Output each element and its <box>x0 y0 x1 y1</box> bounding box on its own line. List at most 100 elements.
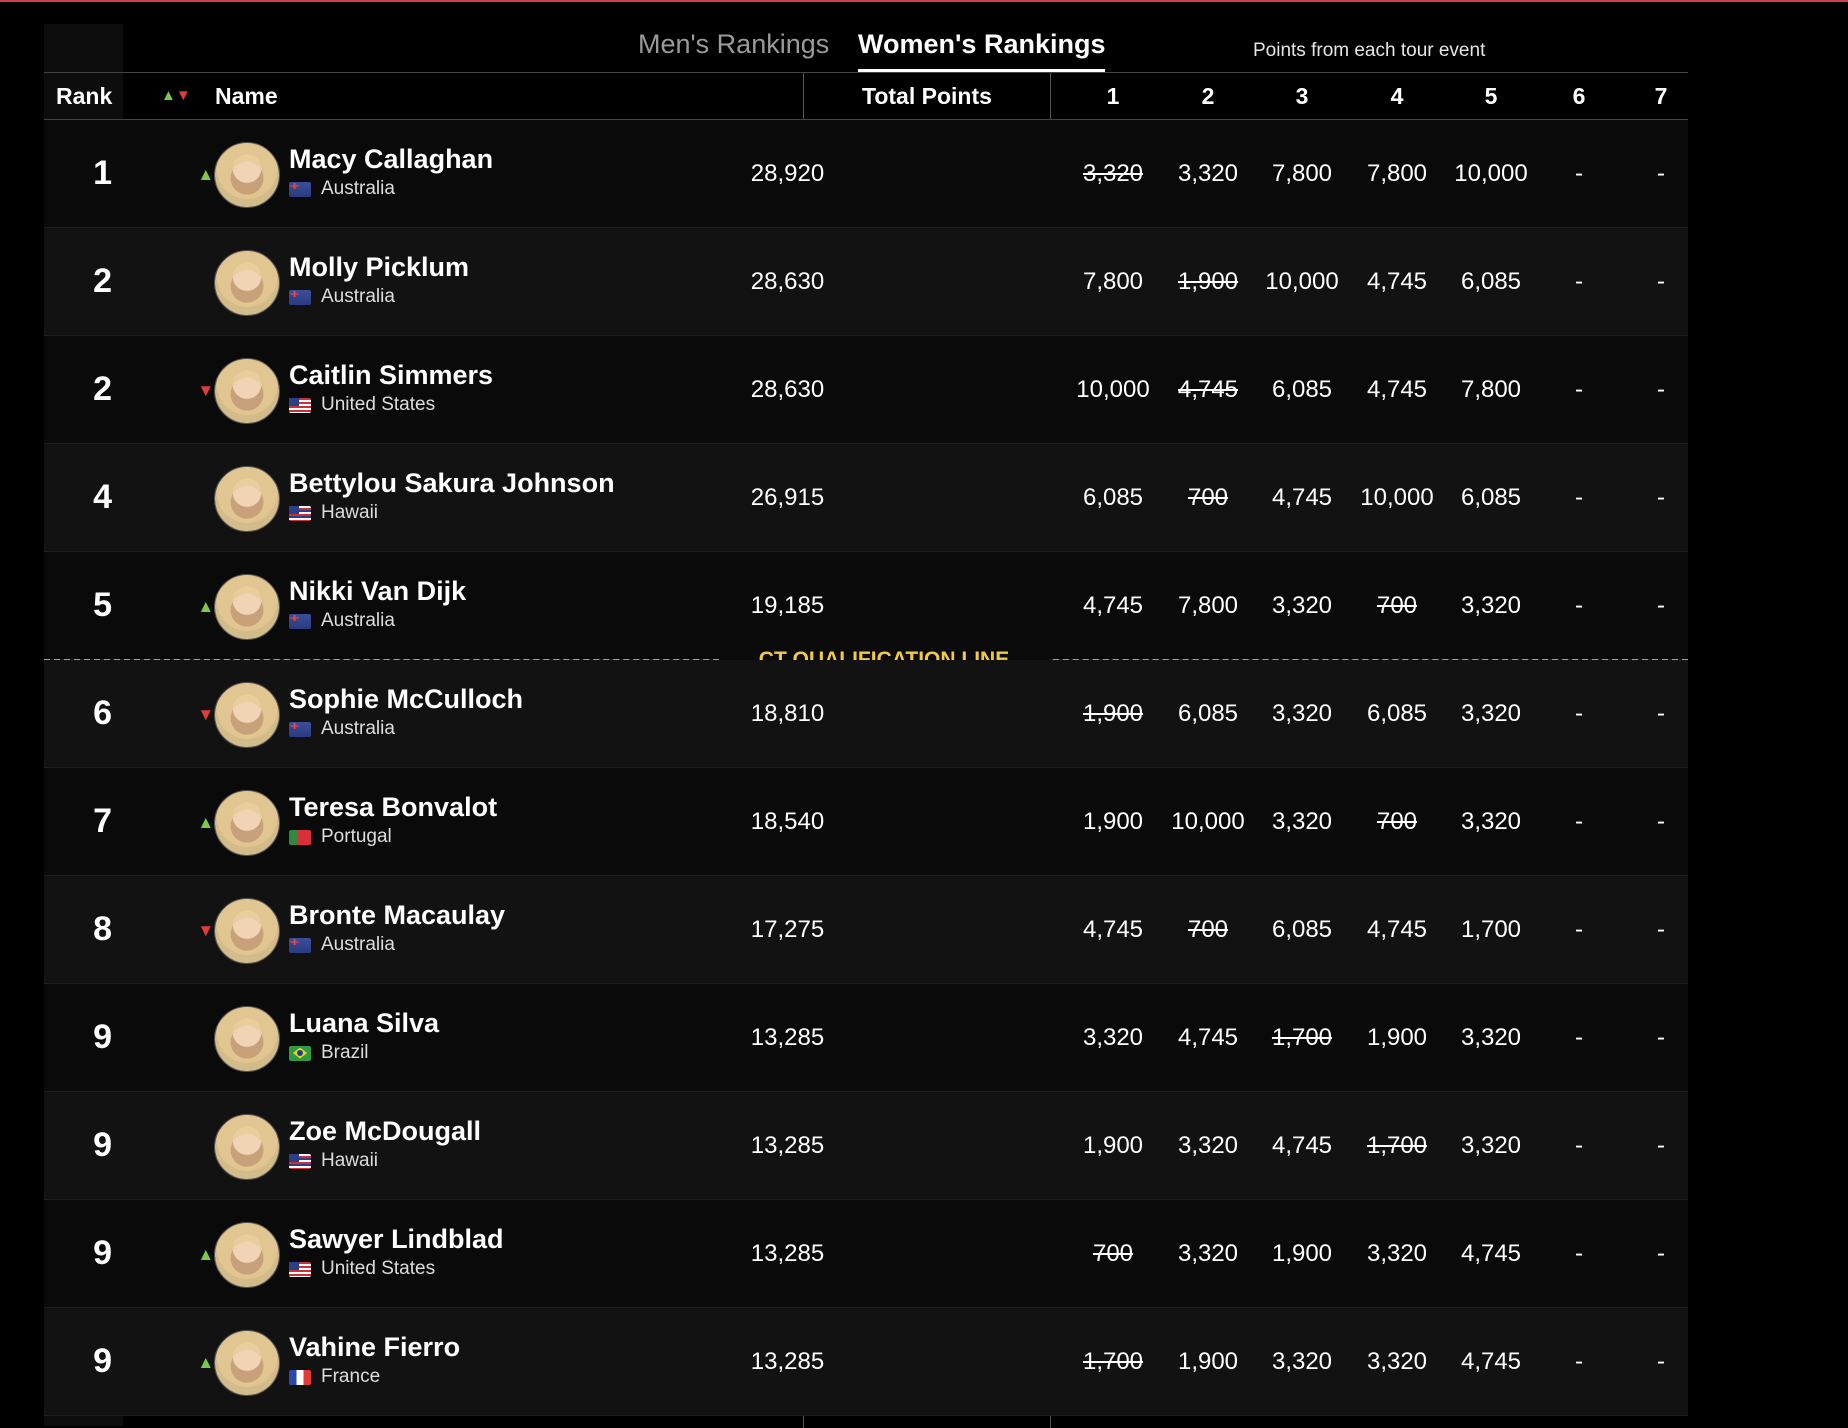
total-points: 13,285 <box>750 1240 825 1267</box>
athlete-country: Australia <box>289 608 466 634</box>
total-points: 28,630 <box>750 268 825 295</box>
header-name[interactable]: Name <box>215 83 278 109</box>
arrow-up-icon: ▲ <box>197 1245 215 1264</box>
country-name: Australia <box>321 718 395 739</box>
event-7-points: - <box>1657 700 1665 727</box>
total-points: 18,540 <box>750 808 825 835</box>
header-rank[interactable]: Rank <box>56 83 113 109</box>
table-row[interactable]: 4 - Bettylou Sakura Johnson Hawaii 26,915 6,0… <box>44 444 1688 552</box>
event-6-points: - <box>1575 808 1583 835</box>
athlete-avatar[interactable] <box>214 682 280 748</box>
event-5-points: 1,700 <box>1460 916 1522 943</box>
header-event-4[interactable]: 4 <box>1390 83 1404 109</box>
event-7-points: - <box>1657 376 1665 403</box>
athlete-name[interactable]: Teresa Bonvalot <box>289 792 498 822</box>
table-row[interactable]: 5▲1Nikki Van DijkAustralia19,1854,7457,8… <box>44 552 1688 660</box>
rankings-table: Rank ▲▼ Name Total Points 1 2 3 4 5 6 7 … <box>44 72 1688 1428</box>
rank-value: 4 <box>93 478 112 516</box>
country-name: Australia <box>321 178 395 199</box>
athlete-info: Nikki Van Dijk Australia <box>289 574 466 634</box>
header-event-2[interactable]: 2 <box>1201 83 1215 109</box>
total-points: 13,285 <box>750 1132 825 1159</box>
event-6-points: - <box>1575 376 1583 403</box>
header-movement-sort-icon[interactable]: ▲▼ <box>161 87 191 104</box>
athlete-avatar[interactable] <box>214 142 280 208</box>
table-row[interactable]: 6▼1Sophie McCullochAustralia18,8101,9006… <box>44 660 1688 768</box>
event-7-points: - <box>1657 268 1665 295</box>
athlete-info: Vahine Fierro France <box>289 1330 460 1390</box>
event-4-points: 1,700 <box>1366 1132 1428 1159</box>
athlete-info: Sawyer Lindblad United States <box>289 1222 504 1282</box>
table-header: Rank ▲▼ Name Total Points 1 2 3 4 5 6 7 <box>44 72 1688 120</box>
athlete-name[interactable]: Bronte Macaulay <box>289 900 506 930</box>
athlete-name[interactable]: Bettylou Sakura Johnson <box>289 468 615 498</box>
header-event-1[interactable]: 1 <box>1106 83 1120 109</box>
athlete-info: Luana Silva Brazil <box>289 1006 439 1066</box>
rank-value: 9 <box>93 1018 112 1056</box>
total-points: 18,810 <box>750 700 825 727</box>
athlete-name[interactable]: Vahine Fierro <box>289 1332 461 1362</box>
table-row[interactable]: 7▲1Teresa BonvalotPortugal18,5401,90010,… <box>44 768 1688 876</box>
athlete-name[interactable]: Macy Callaghan <box>289 144 494 174</box>
table-row[interactable]: 9▲3Vahine FierroFrance13,2851,7001,9003,… <box>44 1308 1688 1416</box>
header-total-points[interactable]: Total Points <box>862 83 992 109</box>
header-event-6[interactable]: 6 <box>1572 83 1586 109</box>
event-4-points: 6,085 <box>1366 700 1428 727</box>
country-name: Hawaii <box>321 1150 379 1171</box>
athlete-avatar[interactable] <box>214 358 280 424</box>
table-body: 1 ▲ 2 Macy Callaghan Australia 28,920 3,320 3,3… <box>44 120 1688 1416</box>
event-6-points: - <box>1575 916 1583 943</box>
athlete-avatar[interactable] <box>214 1114 280 1180</box>
event-2-points: 4,745 <box>1177 376 1239 403</box>
country-flag-icon <box>289 505 311 521</box>
total-points: 13,285 <box>750 1024 825 1051</box>
athlete-avatar[interactable] <box>214 898 280 964</box>
table-row[interactable]: 9 - Luana Silva Brazil 13,285 3,320 4,745 1,700… <box>44 984 1688 1092</box>
arrow-down-icon: ▼ <box>197 705 215 724</box>
athlete-avatar[interactable] <box>214 790 280 856</box>
athlete-avatar[interactable] <box>214 466 280 532</box>
country-name: Australia <box>321 286 395 307</box>
tab-mens-rankings[interactable]: Men's Rankings <box>638 29 830 59</box>
athlete-avatar[interactable] <box>214 1222 280 1288</box>
header-event-7[interactable]: 7 <box>1654 83 1668 109</box>
header-event-5[interactable]: 5 <box>1484 83 1498 109</box>
athlete-name[interactable]: Luana Silva <box>289 1008 440 1038</box>
athlete-avatar[interactable] <box>214 1330 280 1396</box>
event-5-points: 6,085 <box>1460 484 1522 511</box>
event-5-points: 7,800 <box>1460 376 1522 403</box>
arrow-down-icon: ▼ <box>197 921 215 940</box>
event-7-points: - <box>1657 160 1665 187</box>
athlete-name[interactable]: Caitlin Simmers <box>289 360 494 390</box>
athlete-info: Zoe McDougall Hawaii <box>289 1114 481 1174</box>
athlete-name[interactable]: Molly Picklum <box>289 252 470 282</box>
table-row[interactable]: 2 - Molly Picklum Australia 28,630 7,800 1,900… <box>44 228 1688 336</box>
event-3-points: 10,000 <box>1265 268 1339 295</box>
country-name: Portugal <box>321 826 392 847</box>
event-2-points: 6,085 <box>1177 700 1239 727</box>
header-event-3[interactable]: 3 <box>1295 83 1309 109</box>
table-row[interactable]: 1▲2Macy CallaghanAustralia28,9203,3203,3… <box>44 120 1688 228</box>
event-6-points: - <box>1575 484 1583 511</box>
athlete-name[interactable]: Nikki Van Dijk <box>289 576 467 606</box>
event-1-points: 1,900 <box>1082 1132 1144 1159</box>
event-3-points: 3,320 <box>1271 592 1333 619</box>
country-name: United States <box>321 394 436 415</box>
athlete-name[interactable]: Zoe McDougall <box>289 1116 482 1146</box>
tab-womens-rankings[interactable]: Women's Rankings <box>858 24 1106 73</box>
athlete-avatar[interactable] <box>214 250 280 316</box>
event-6-points: - <box>1575 700 1583 727</box>
athlete-avatar[interactable] <box>214 574 280 640</box>
table-row[interactable]: 8▼1Bronte MacaulayAustralia17,2754,74570… <box>44 876 1688 984</box>
athlete-avatar[interactable] <box>214 1006 280 1072</box>
event-5-points: 3,320 <box>1460 592 1522 619</box>
athlete-name[interactable]: Sawyer Lindblad <box>289 1224 504 1254</box>
athlete-info: Bronte Macaulay Australia <box>289 898 505 958</box>
event-4-points: 4,745 <box>1366 376 1428 403</box>
event-5-points: 3,320 <box>1460 808 1522 835</box>
athlete-name[interactable]: Sophie McCulloch <box>289 684 524 714</box>
event-2-points: 700 <box>1187 484 1229 511</box>
table-row[interactable]: 9 - Zoe McDougall Hawaii 13,285 1,900 3,320 4,7… <box>44 1092 1688 1200</box>
